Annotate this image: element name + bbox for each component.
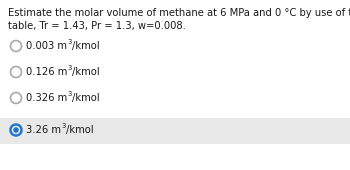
Text: table, Tr = 1.43, Pr = 1.3, w=0.008.: table, Tr = 1.43, Pr = 1.3, w=0.008. bbox=[8, 21, 186, 31]
Circle shape bbox=[13, 127, 19, 133]
Circle shape bbox=[10, 40, 21, 52]
Text: 3.26 m: 3.26 m bbox=[27, 125, 62, 135]
Text: /kmol: /kmol bbox=[72, 67, 100, 77]
Text: 0.326 m: 0.326 m bbox=[27, 93, 68, 103]
Circle shape bbox=[10, 92, 21, 104]
FancyBboxPatch shape bbox=[0, 118, 350, 144]
Text: 0.003 m: 0.003 m bbox=[27, 41, 68, 51]
Text: /kmol: /kmol bbox=[72, 41, 99, 51]
Circle shape bbox=[10, 66, 21, 78]
Text: Estimate the molar volume of methane at 6 MPa and 0 °C by use of the Pitzer-Curl: Estimate the molar volume of methane at … bbox=[8, 8, 350, 18]
Text: 0.126 m: 0.126 m bbox=[27, 67, 68, 77]
Text: 3: 3 bbox=[68, 91, 72, 98]
Text: /kmol: /kmol bbox=[72, 93, 100, 103]
Text: /kmol: /kmol bbox=[66, 125, 93, 135]
Text: 3: 3 bbox=[68, 39, 72, 46]
Text: 3: 3 bbox=[62, 123, 66, 130]
Circle shape bbox=[10, 124, 21, 135]
Text: 3: 3 bbox=[68, 65, 72, 72]
